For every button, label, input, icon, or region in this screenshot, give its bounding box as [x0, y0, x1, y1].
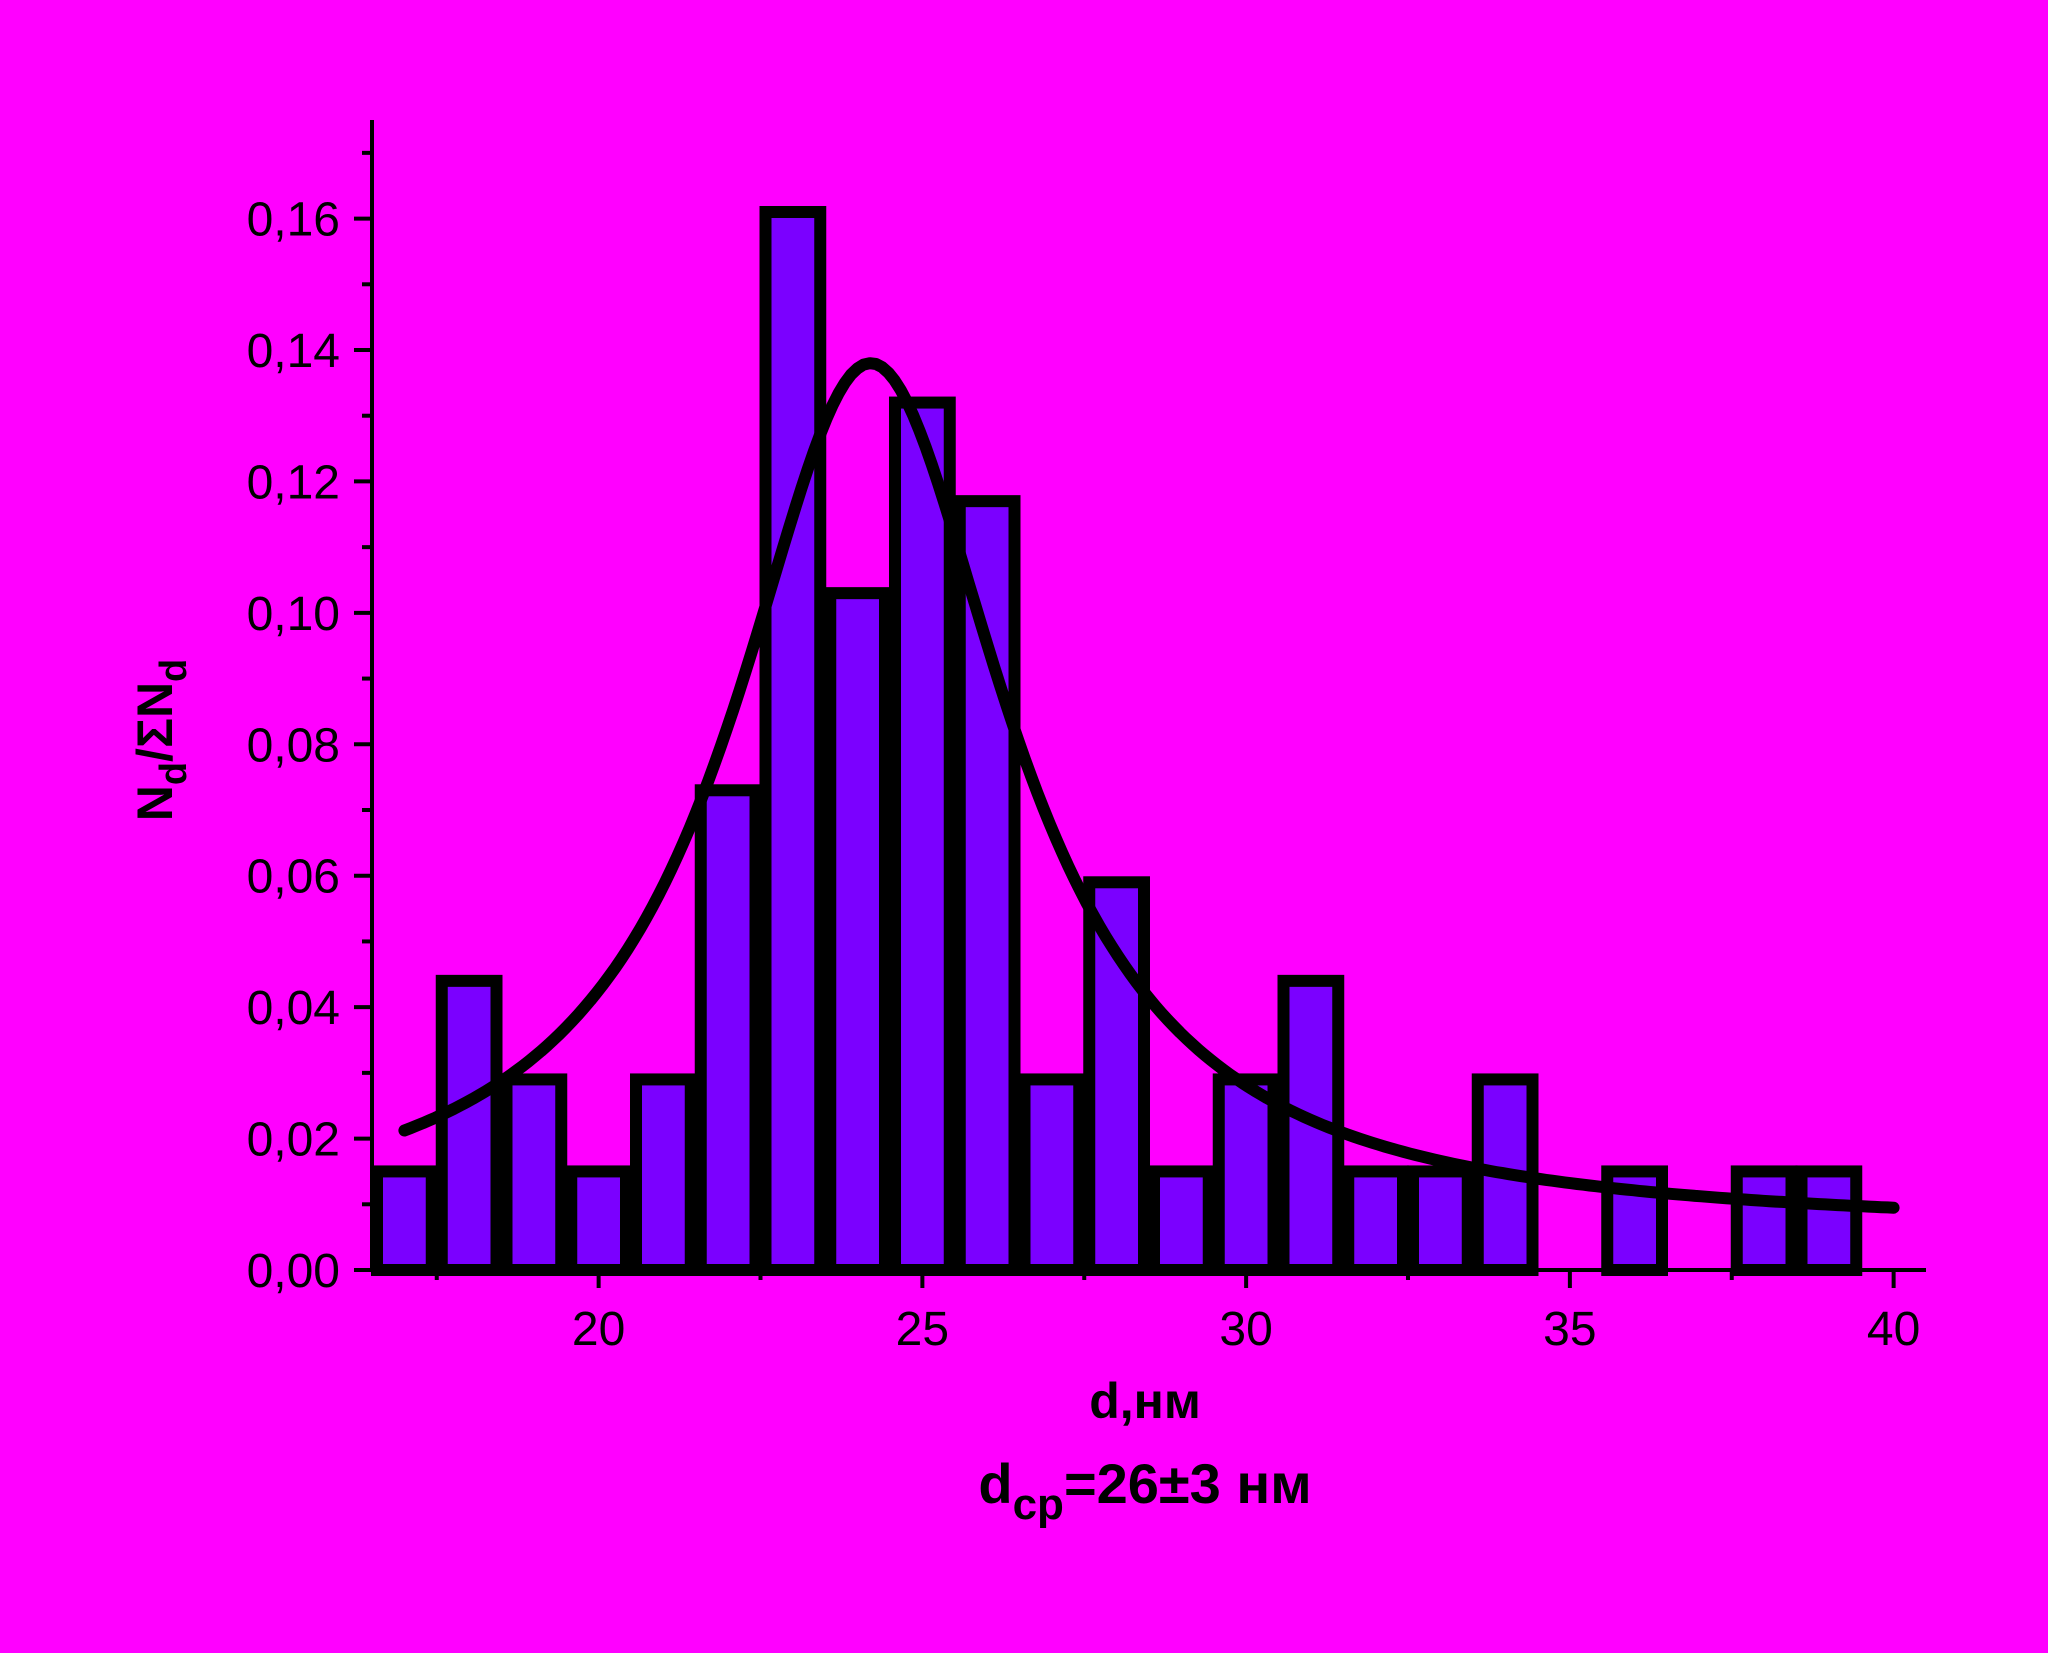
- histogram-bar-8: [889, 396, 956, 1277]
- x-axis-title: d,нм: [1089, 1373, 1201, 1429]
- fit-curve: [398, 357, 1900, 1214]
- histogram-bar-2: [500, 1073, 568, 1277]
- histogram-bar-1: [435, 974, 503, 1276]
- histogram-bar-3: [565, 1165, 632, 1277]
- mean-diameter-annotation: dcp=26±3 нм: [978, 1452, 1311, 1529]
- y-tick-label-6: 0,12: [247, 456, 340, 509]
- y-tick-label-4: 0,08: [247, 719, 340, 772]
- histogram-bar-5: [694, 784, 762, 1276]
- annotation-main: d: [978, 1452, 1012, 1515]
- y-axis-title-sub1: d: [153, 762, 195, 785]
- y-tick-label-7: 0,14: [247, 325, 340, 378]
- histogram-bar-10: [1018, 1073, 1086, 1277]
- annotation-sub: cp: [1013, 1480, 1064, 1529]
- histogram-bar-9: [953, 495, 1021, 1276]
- histogram-bar-12: [1148, 1165, 1215, 1277]
- y-tick-label-2: 0,04: [247, 982, 340, 1035]
- y-axis-title-main: N: [127, 785, 183, 821]
- y-axis-title: Nd/ΣNd: [127, 659, 195, 822]
- x-tick-label-3: 35: [1543, 1303, 1596, 1356]
- histogram-bar-16: [1407, 1165, 1474, 1277]
- histogram-bar-15: [1342, 1165, 1409, 1277]
- histogram-bar-6: [759, 206, 827, 1276]
- histogram-bar-11: [1083, 876, 1150, 1276]
- y-axis-title-mid: /ΣN: [127, 682, 183, 762]
- histogram-bar-13: [1212, 1073, 1280, 1277]
- y-tick-label-1: 0,02: [247, 1114, 340, 1167]
- axes: [354, 120, 1926, 1288]
- histogram-bar-22: [1795, 1165, 1863, 1277]
- histogram-bar-7: [824, 587, 891, 1276]
- histogram-bar-0: [371, 1165, 438, 1277]
- x-tick-labels: 20 25 30 35 40: [572, 1303, 1920, 1356]
- annotation-rest: =26±3 нм: [1064, 1452, 1312, 1515]
- x-tick-label-2: 30: [1219, 1303, 1272, 1356]
- x-tick-label-1: 25: [896, 1303, 949, 1356]
- histogram-bar-21: [1730, 1165, 1798, 1277]
- y-tick-label-5: 0,10: [247, 588, 340, 641]
- y-tick-labels: 0,00 0,02 0,04 0,06 0,08 0,10 0,12 0,14 0,16: [247, 194, 340, 1298]
- histogram-bar-4: [630, 1073, 697, 1277]
- x-tick-label-4: 40: [1867, 1303, 1920, 1356]
- y-tick-label-3: 0,06: [247, 851, 340, 904]
- y-tick-label-8: 0,16: [247, 194, 340, 247]
- x-tick-label-0: 20: [572, 1303, 625, 1356]
- y-tick-label-0: 0,00: [247, 1245, 340, 1298]
- y-axis-title-sub2: d: [153, 659, 195, 682]
